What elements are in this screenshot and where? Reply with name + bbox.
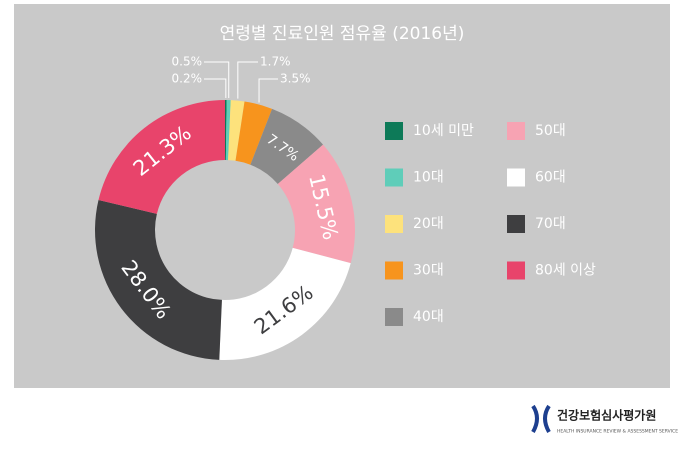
leader-line	[237, 61, 258, 99]
donut-slice	[94, 200, 222, 360]
data-label: 1.7%	[260, 55, 291, 69]
logo-icon	[531, 404, 551, 433]
legend-label: 10대	[413, 170, 444, 186]
donut-slice	[225, 100, 231, 161]
legend-label: 10세 미만	[413, 123, 474, 139]
legend-swatch	[385, 261, 403, 280]
legend-swatch	[507, 215, 525, 233]
legend-label: 20대	[413, 216, 444, 232]
data-label: 0.2%	[172, 72, 203, 86]
legend-swatch	[507, 122, 525, 140]
donut-slice	[250, 108, 324, 185]
logo-subtext: HEALTH INSURANCE REVIEW & ASSESSMENT SER…	[557, 429, 678, 435]
legend-swatch	[385, 168, 403, 187]
logo: 건강보험심사평가원 HEALTH INSURANCE REVIEW & ASSE…	[531, 404, 678, 435]
donut-slice	[219, 247, 351, 360]
donut-slice	[228, 100, 245, 161]
legend-label: 70대	[535, 216, 566, 232]
legend-swatch	[507, 261, 525, 280]
leader-line	[204, 78, 227, 99]
legend-label: 60대	[535, 170, 566, 186]
donut-slice	[225, 100, 227, 161]
legend-label: 80세 이상	[535, 263, 596, 279]
legend-label: 30대	[413, 263, 444, 279]
legend-swatch	[385, 215, 403, 233]
donut-slice	[277, 144, 356, 264]
legend-swatch	[385, 122, 403, 140]
legend-swatch	[507, 168, 525, 187]
leader-line	[204, 61, 230, 99]
leader-line	[258, 78, 278, 103]
donut-slice	[235, 101, 273, 165]
legend-swatch	[385, 308, 403, 326]
chart-title: 연령별 진료인원 점유율 (2016년)	[220, 24, 465, 44]
legend-label: 40대	[413, 309, 444, 325]
donut-slice	[98, 100, 225, 214]
legend-label: 50대	[535, 123, 566, 139]
data-label: 3.5%	[280, 72, 311, 86]
data-label: 0.5%	[172, 55, 203, 69]
logo-text: 건강보험심사평가원	[557, 408, 656, 423]
